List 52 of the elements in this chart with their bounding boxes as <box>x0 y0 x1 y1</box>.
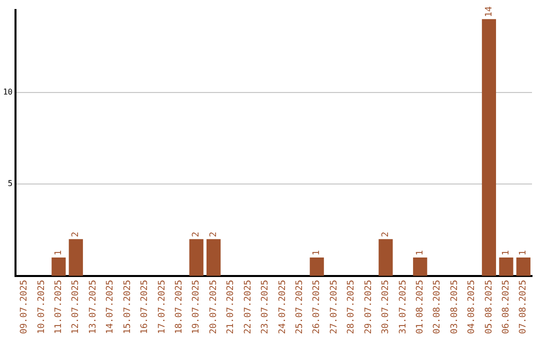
x-tick-label: 23.07.2025 <box>260 280 271 334</box>
data-label: 1 <box>518 250 529 256</box>
x-tick-label: 04.08.2025 <box>467 280 478 334</box>
data-label: 2 <box>208 232 219 238</box>
x-tick-label: 02.08.2025 <box>432 280 443 334</box>
x-tick-label: 18.07.2025 <box>174 280 184 334</box>
data-label: 1 <box>312 250 322 256</box>
x-tick-label: 21.07.2025 <box>226 280 236 334</box>
bar <box>516 257 530 276</box>
data-label: 1 <box>415 250 426 256</box>
data-label: 1 <box>502 250 512 256</box>
x-tick-label: 22.07.2025 <box>243 280 254 334</box>
x-tick-label: 06.08.2025 <box>502 280 512 334</box>
x-tick-label: 28.07.2025 <box>346 280 357 334</box>
x-tick-label: 17.07.2025 <box>157 280 168 334</box>
x-tick-label: 11.07.2025 <box>54 280 64 334</box>
x-tick-label: 19.07.2025 <box>192 280 202 334</box>
x-tick-label: 30.07.2025 <box>381 280 392 334</box>
x-tick-label: 27.07.2025 <box>329 280 340 334</box>
x-tick-label: 01.08.2025 <box>415 280 426 334</box>
x-tick-label: 14.07.2025 <box>106 280 116 334</box>
y-tick-label: 5 <box>8 179 13 188</box>
x-tick-label: 05.08.2025 <box>484 280 494 334</box>
x-tick-label: 03.08.2025 <box>450 280 460 334</box>
data-label: 2 <box>192 232 202 238</box>
x-tick-label: 15.07.2025 <box>122 280 133 334</box>
bar <box>499 257 514 276</box>
bar <box>189 239 204 276</box>
x-tick-label: 10.07.2025 <box>36 280 47 334</box>
x-tick-label: 31.07.2025 <box>398 280 408 334</box>
x-tick-label: 24.07.2025 <box>278 280 288 334</box>
x-tick-label: 25.07.2025 <box>294 280 305 334</box>
x-tick-label: 13.07.2025 <box>88 280 98 334</box>
bar <box>482 19 496 276</box>
x-tick-label: 16.07.2025 <box>140 280 150 334</box>
bar <box>310 257 324 276</box>
x-tick-label: 09.07.2025 <box>20 280 30 334</box>
bar <box>206 239 221 276</box>
data-label: 14 <box>484 6 494 18</box>
data-label: 2 <box>71 232 82 238</box>
data-label: 1 <box>54 250 64 256</box>
x-tick-label: 12.07.2025 <box>71 280 82 334</box>
x-tick-label: 20.07.2025 <box>208 280 219 334</box>
bar <box>52 257 66 276</box>
x-tick-label: 29.07.2025 <box>364 280 374 334</box>
y-tick-label: 10 <box>2 88 13 97</box>
bar <box>68 239 83 276</box>
x-tick-label: 26.07.2025 <box>312 280 322 334</box>
x-tick-label: 07.08.2025 <box>518 280 529 334</box>
bar <box>413 257 428 276</box>
bar <box>378 239 393 276</box>
data-label: 2 <box>381 232 392 238</box>
